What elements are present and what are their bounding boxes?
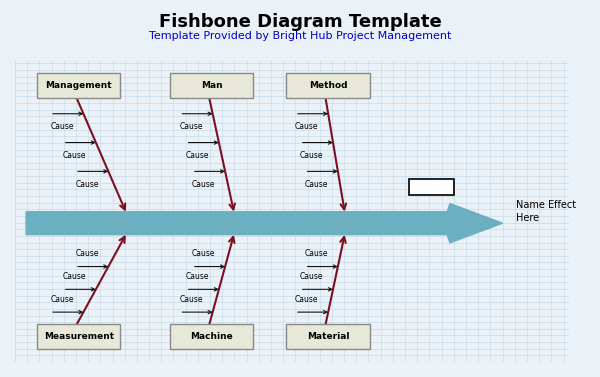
Text: Cause: Cause	[186, 272, 209, 281]
FancyBboxPatch shape	[286, 324, 370, 349]
FancyBboxPatch shape	[37, 73, 120, 98]
Text: Cause: Cause	[179, 122, 203, 131]
Text: Cause: Cause	[179, 295, 203, 303]
Text: Cause: Cause	[300, 151, 323, 160]
Text: Cause: Cause	[75, 249, 99, 258]
Text: Cause: Cause	[305, 249, 328, 258]
Text: Fishbone Diagram Template: Fishbone Diagram Template	[158, 13, 442, 31]
Text: Cause: Cause	[192, 249, 215, 258]
Text: Cause: Cause	[300, 272, 323, 281]
FancyBboxPatch shape	[170, 73, 253, 98]
Text: Cause: Cause	[63, 272, 86, 281]
Text: Cause: Cause	[192, 180, 215, 189]
Text: Management: Management	[46, 81, 112, 90]
Text: Material: Material	[307, 332, 349, 341]
FancyBboxPatch shape	[286, 73, 370, 98]
Text: Cause: Cause	[75, 180, 99, 189]
Text: Name Effect
Here: Name Effect Here	[517, 199, 577, 223]
Text: Cause: Cause	[186, 151, 209, 160]
FancyBboxPatch shape	[170, 324, 253, 349]
FancyBboxPatch shape	[37, 324, 120, 349]
Polygon shape	[26, 204, 503, 243]
Text: Template Provided by Bright Hub Project Management: Template Provided by Bright Hub Project …	[149, 31, 451, 41]
FancyBboxPatch shape	[409, 179, 454, 195]
Text: Man: Man	[201, 81, 223, 90]
Text: Cause: Cause	[63, 151, 86, 160]
Text: Cause: Cause	[295, 122, 319, 131]
Text: Method: Method	[309, 81, 347, 90]
Text: Cause: Cause	[305, 180, 328, 189]
Text: Machine: Machine	[190, 332, 233, 341]
Text: Cause: Cause	[295, 295, 319, 303]
Text: Cause: Cause	[50, 122, 74, 131]
Text: Cause: Cause	[50, 295, 74, 303]
Text: Measurement: Measurement	[44, 332, 114, 341]
